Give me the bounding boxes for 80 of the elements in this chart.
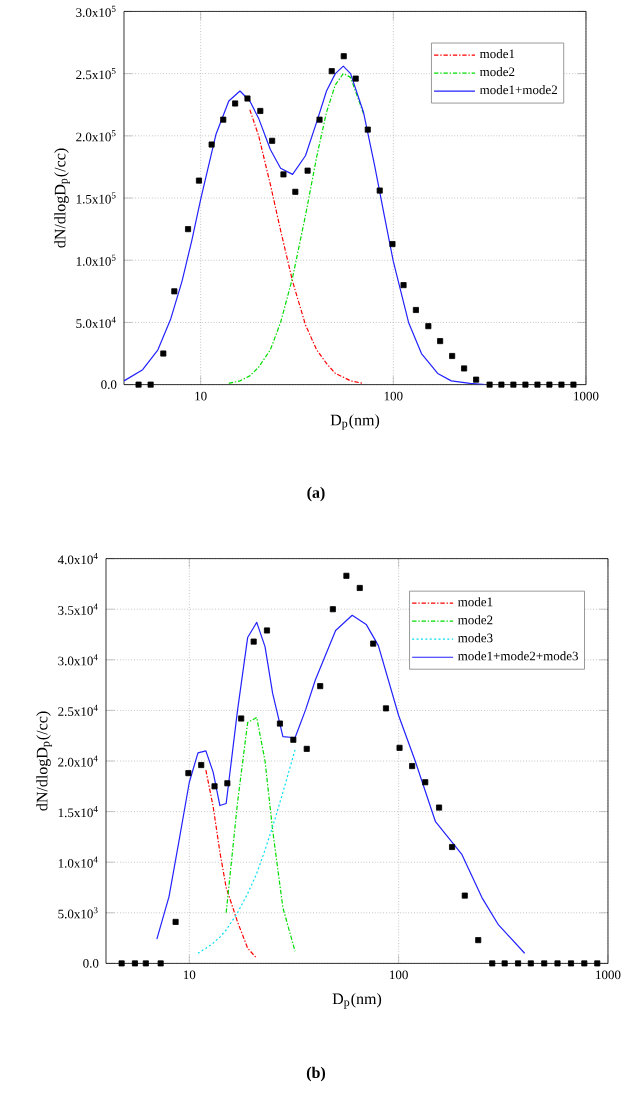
point [527,960,534,967]
point [352,75,359,82]
point [376,187,383,194]
point [449,844,456,851]
point [409,763,416,770]
point [250,638,257,645]
point [498,381,505,388]
point [558,381,565,388]
point [195,177,202,184]
point [142,960,149,967]
point [568,960,575,967]
point [232,100,239,107]
point [276,720,283,727]
x-axis-title: D$_{p}$(nm) [330,414,380,430]
point [370,640,377,647]
point [290,736,297,743]
point [185,226,192,233]
point [364,126,371,133]
point [208,141,215,148]
point [437,338,444,345]
point [263,627,270,634]
point [489,960,496,967]
point [515,960,522,967]
point [343,572,350,579]
point [436,804,443,811]
point [396,744,403,751]
point [171,288,178,295]
point [400,282,407,289]
y-axis-title: dN/dlogD$_{p}$(/cc) [36,711,52,811]
point [546,381,553,388]
point [316,116,323,123]
point [224,780,231,787]
point [475,937,482,944]
point [303,745,310,752]
point [594,960,601,967]
point [118,960,125,967]
point [425,323,432,330]
point [257,107,264,114]
point [135,381,142,388]
point [131,960,138,967]
point [541,960,548,967]
point [510,381,517,388]
point [211,783,218,790]
point [534,381,541,388]
point [269,137,276,144]
point [501,960,508,967]
point [147,381,154,388]
point [157,960,164,967]
point [340,53,347,60]
point [522,381,529,388]
point [581,960,588,967]
point [570,381,577,388]
point [356,584,363,591]
point [461,365,468,372]
point [554,960,561,967]
point [461,892,468,899]
point [220,116,227,123]
point [473,376,480,383]
point [304,167,311,174]
point [292,188,299,195]
point [328,68,335,75]
point [185,770,192,777]
text: (b) [306,1066,326,1082]
point [160,350,167,357]
point [389,241,396,248]
x-axis-title: D$_{p}$(nm) [332,992,382,1009]
point [382,705,389,712]
point [422,779,429,786]
point [244,95,251,102]
point [412,306,419,313]
point [486,381,493,388]
point [329,606,336,613]
point [238,715,245,722]
y-axis-title: dN/dlogD$_{p}$(/cc) [54,148,70,248]
point [172,918,179,925]
point [280,171,287,178]
point [449,353,456,359]
point [317,683,324,690]
point [198,762,205,769]
text: (a) [307,486,325,502]
